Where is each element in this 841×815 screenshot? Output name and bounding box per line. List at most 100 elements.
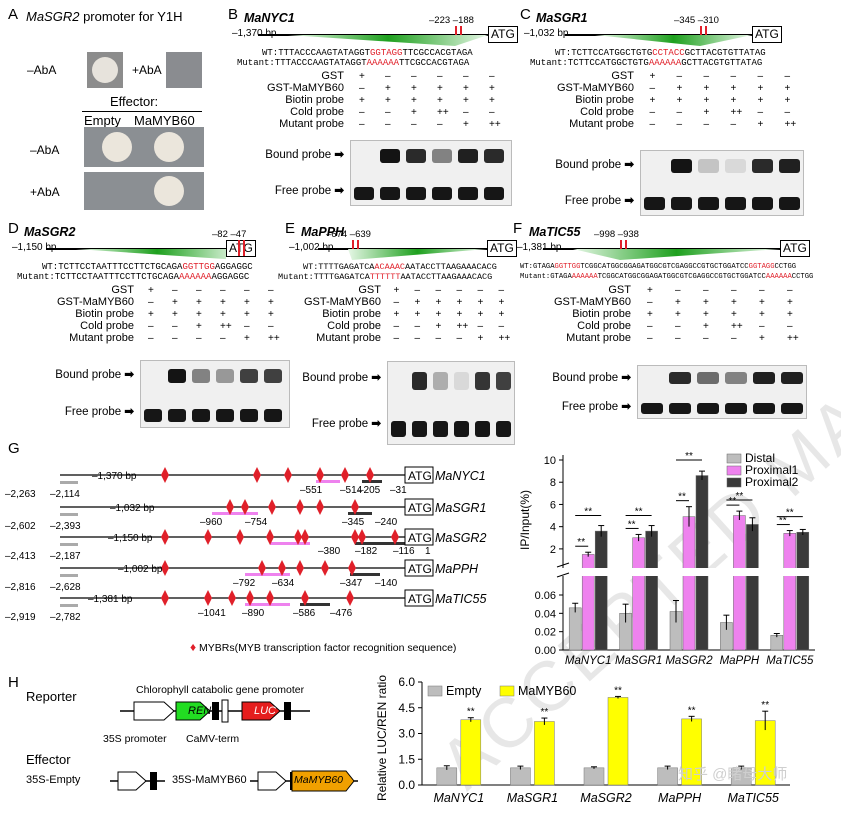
chip-category: MaNYC1 [565,655,612,665]
emsa-cell: – [148,333,154,344]
g-gene-name: MaNYC1 [435,469,486,483]
emsa-cell: + [414,309,421,320]
mybr-site [161,529,169,545]
panel-label-d: D [8,220,19,237]
atg-box-c: ATG [752,26,782,43]
mamyb60-construct [250,770,358,792]
mybr-site [266,529,274,545]
bar-break [732,568,747,576]
emsa-cell: + [435,321,442,332]
emsa-cell: + [456,309,463,320]
emsa-cell: + [172,309,178,320]
mybr-site [391,529,399,545]
emsa-cell: + [730,83,737,94]
distal-region [60,513,78,516]
g-distal-right: –2,782 [50,612,81,623]
emsa-cell: – [411,71,417,82]
emsa-cell: – [393,321,400,332]
distal-region [60,604,78,607]
panel-a-gene: MaSGR2 [26,9,80,24]
emsa-cell: + [456,297,463,308]
wt-seq-d: WT:TCTTCCTAATTTCCTTCTGCAGAGGTTGGAGGAGGC [42,262,253,272]
emsa-cell: + [148,285,154,296]
g-distal-right: –2,393 [50,521,81,532]
emsa-cell: + [148,309,154,320]
panel-label-h: H [8,674,19,691]
emsa-cell: – [437,71,443,82]
emsa-row-label: Biotin probe [572,308,631,320]
emsa-cell: – [244,321,250,332]
mybr-site [316,499,324,515]
atg-box [404,466,434,484]
g-bp-label: –1,032 bp [110,503,155,514]
free-probe-label: Free probe ➡ [64,406,134,419]
emsa-cell: – [148,321,154,332]
luc-sig: ** [541,707,549,718]
emsa-cell: + [411,107,417,118]
emsa-cell: + [244,333,250,344]
emsa-cell: + [498,297,505,308]
emsa-cell: + [649,71,656,82]
emsa-row-label: GST [321,70,344,82]
mybr-site [296,560,304,576]
panel-label-b: B [228,6,239,23]
emsa-row-label: Mutant probe [69,332,134,344]
emsa-cell: + [703,309,709,320]
free-probe-label: Free probe ➡ [561,401,631,414]
emsa-cell: + [220,297,226,308]
emsa-cell: + [703,95,710,106]
luc-category: MaNYC1 [433,791,484,805]
emsa-cell: + [385,95,391,106]
mybr-site [358,529,366,545]
luc-tick-label: 1.5 [398,752,415,766]
emsa-row-label: GST-MaMYB60 [556,82,634,94]
chip-bar [695,475,709,651]
chip-sig: ** [786,508,794,519]
emsa-cell: + [647,285,653,296]
a-effector: Effector: [110,94,159,109]
emsa-cell: + [676,83,683,94]
mybr-site [346,590,354,606]
g-bp-label: –1,150 bp [108,533,153,544]
bar-break [581,568,596,576]
emsa-gene-b: MaNYC1 [244,11,295,25]
emsa-bp-e: –1,002 bp [289,242,334,253]
g-proximal2-end: 1 [425,546,431,557]
g-proximal1-end: –182 [355,546,378,557]
probe-pos-e: –674 –639 [326,229,371,240]
proximal1-region [212,512,258,515]
emsa-row-label: GST [111,284,134,296]
luc-tick-label: 6.0 [398,675,415,689]
emsa-cell: ++ [498,333,511,344]
bound-probe-label: Bound probe ➡ [55,369,134,382]
emsa-cell: + [759,297,765,308]
h-35s-empty: 35S-Empty [26,774,81,786]
emsa-cell: + [647,309,653,320]
chip-tick-label: 4 [550,522,556,534]
emsa-cell: + [268,309,274,320]
emsa-cell: + [759,309,765,320]
emsa-cell: + [393,309,400,320]
g-proximal1-start: –380 [318,546,341,557]
probe-triangle-c [595,35,752,46]
g-proximal1-start: –792 [233,578,256,589]
g-proximal2-start: –586 [293,608,316,619]
luc-bar [607,697,629,786]
emsa-cell: – [649,83,656,94]
emsa-row-label: Mutant probe [316,332,381,344]
h-effector: Effector [26,752,71,767]
emsa-cell: + [359,71,365,82]
g-proximal1-start: –551 [300,485,323,496]
chip-category: MaPPH [720,655,760,665]
probe-triangle-f [573,249,780,260]
emsa-cell: – [647,333,653,344]
mybr-site [246,590,254,606]
emsa-cell: – [759,285,765,296]
emsa-gel-e [387,361,515,445]
free-probe-label: Free probe ➡ [274,184,344,197]
atg-box [404,589,434,607]
chip-bar [770,635,784,651]
mut-seq-b: Mutant:TTTACCCAAGTATAGGTAAAAAATTCGCCACGT… [237,58,470,68]
emsa-cell: – [477,285,484,296]
mybr-site [204,590,212,606]
